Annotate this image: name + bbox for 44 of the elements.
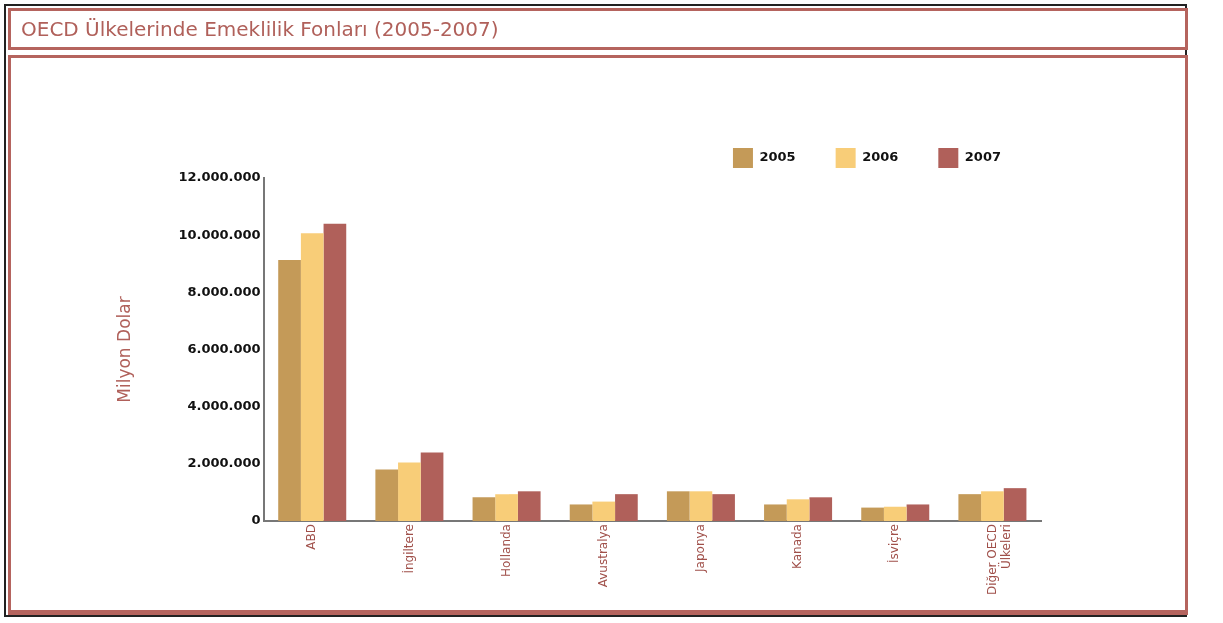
bar [472,497,496,522]
bar [764,504,787,522]
bar [712,494,735,522]
x-tick-label: ABD [304,524,319,550]
bar [300,233,324,522]
bar [278,260,301,522]
legend-label: 2007 [964,149,1002,165]
y-tick-label: 4.000.000 [187,398,261,414]
legend-label: 2005 [759,149,796,165]
x-tick-label: Diğer OECD Ülkeleri [984,524,1013,595]
y-tick-label: 8.000.000 [187,283,261,299]
bar [906,504,930,522]
bar [666,491,690,522]
x-tick-label: Hollanda [498,524,513,577]
bar [981,491,1004,522]
chart-title: OECD Ülkelerinde Emeklilik Fonları (2005-2007) [21,17,499,41]
bar [958,494,982,522]
x-tick-label: Japonya [693,524,708,573]
bar [592,501,616,522]
y-tick-label: 10.000.000 [178,226,261,242]
bar [1003,488,1027,522]
bar [375,469,399,522]
x-tick-label: İngiltere [400,524,416,574]
bar [615,494,638,522]
x-tick-label: Kanada [790,524,805,569]
bar [398,462,421,522]
y-axis-title: Milyon Dolar [113,296,134,403]
bar [883,506,907,522]
bar [420,452,444,522]
y-tick-label: 2.000.000 [187,455,261,471]
y-tick-label: 6.000.000 [187,340,261,356]
bar [861,507,884,522]
bar [689,491,713,522]
legend-label: 2006 [862,149,899,165]
bar [569,504,593,522]
bar [809,497,833,522]
bar [786,499,810,522]
bar [495,494,518,522]
y-tick-label: 12.000.000 [178,169,261,185]
bar [517,491,541,522]
x-tick-label: Avustralya [595,524,610,588]
y-tick-label: 0 [251,512,261,528]
x-tick-label: İsviçre [886,524,902,563]
bar [323,223,347,522]
